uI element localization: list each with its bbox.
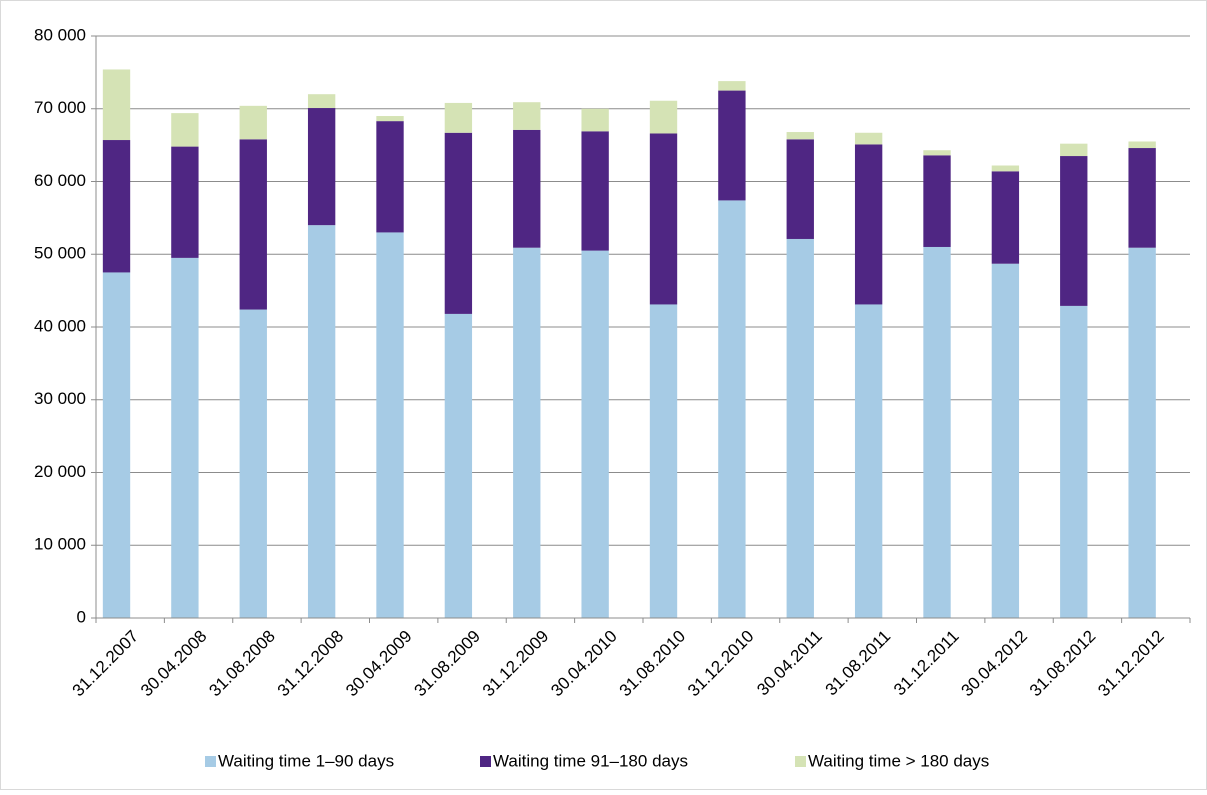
y-tick-label: 20 000 [34,462,86,481]
bar-segment [923,246,951,618]
bar-segment [102,140,131,273]
y-tick-label: 70 000 [34,98,86,117]
bar-segment [649,304,678,618]
bar-segment [444,313,473,618]
bar-segment [854,304,883,618]
legend-swatch [205,756,216,767]
bar-segment [1128,148,1156,248]
bar-segment [649,100,678,134]
y-tick-label: 40 000 [34,316,86,335]
bar-segment [513,129,541,248]
bar-segment [923,155,951,247]
bar-segment [102,272,131,618]
bar-segment [1060,143,1088,157]
bar-segment [786,132,814,140]
legend-label: Waiting time > 180 days [808,751,989,770]
bar-segment [991,165,1020,172]
bar-segment [649,133,678,305]
bar-segment [444,102,473,133]
y-tick-label: 60 000 [34,171,86,190]
legend-label: Waiting time 91–180 days [493,751,688,770]
bar-segment [307,225,336,618]
bar-segment [376,232,404,619]
bar-segment [513,102,541,130]
bar-segment [1060,156,1088,306]
bar-segment [718,200,746,619]
bar-segment [854,132,883,145]
bar-segment [581,108,609,132]
bar-segment [307,94,336,109]
bar-segment [923,150,951,156]
y-tick-label: 30 000 [34,389,86,408]
y-tick-label: 0 [77,607,86,626]
bar-segment [786,139,814,239]
bar-segment [991,171,1020,264]
bar-segment [444,132,473,314]
bar-segment [854,144,883,305]
bar-segment [1128,247,1156,618]
y-tick-label: 80 000 [34,25,86,44]
bar-segment [171,257,199,618]
bar-segment [239,139,267,310]
bar-segment [581,131,609,251]
bar-segment [239,105,267,140]
bar-segment [718,90,746,201]
bar-segment [1060,305,1088,618]
bar-segment [1128,141,1156,149]
bar-segment [376,116,404,122]
legend-swatch [480,756,491,767]
bar-segment [991,263,1020,618]
bar-segment [171,146,199,258]
y-tick-label: 10 000 [34,535,86,554]
bar-segment [581,250,609,619]
bar-segment [718,81,746,91]
bar-segment [171,113,199,147]
bar-segment [786,238,814,618]
bar-segment [307,108,336,226]
legend-swatch [795,756,806,767]
bar-segment [513,247,541,618]
y-tick-label: 50 000 [34,244,86,263]
bar-segment [239,309,267,618]
legend-label: Waiting time 1–90 days [218,751,394,770]
bar-segment [376,121,404,233]
bar-segment [102,69,131,141]
